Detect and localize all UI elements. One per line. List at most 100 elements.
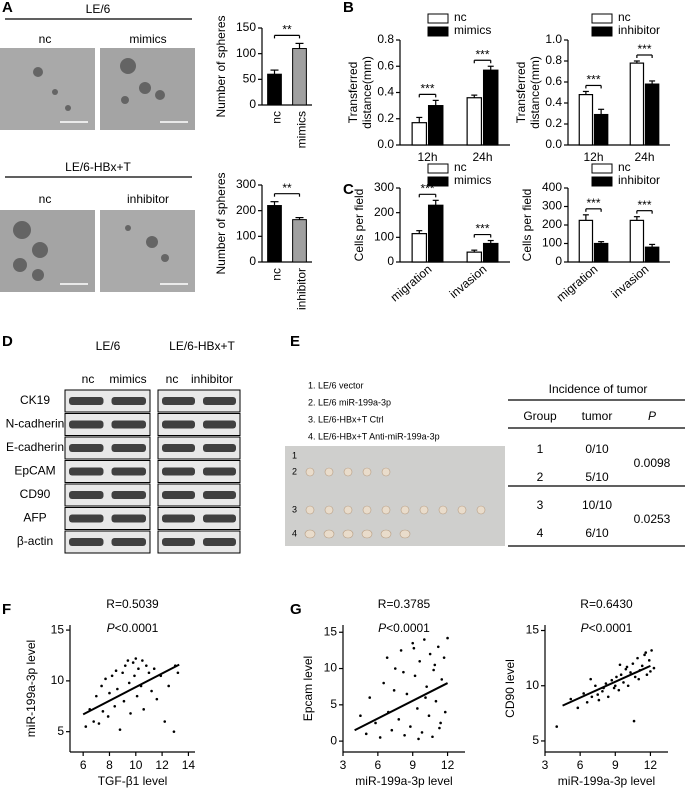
y-tick-label: 0.0	[377, 137, 394, 151]
y-axis-label: Number of spheres	[214, 15, 228, 117]
legend-label: mimics	[454, 23, 491, 37]
protein-label: β-actin	[17, 534, 53, 548]
point	[163, 720, 167, 723]
point	[619, 673, 623, 676]
point	[625, 665, 629, 669]
table-header: Group	[523, 409, 557, 423]
point	[129, 712, 132, 715]
point	[417, 737, 420, 741]
band	[203, 538, 236, 546]
blot-frame	[157, 507, 241, 530]
bar	[466, 251, 483, 263]
point	[409, 725, 412, 728]
group-legend: 2. LE/6 miR-199a-3p	[308, 397, 391, 407]
group-legend: 1. LE/6 vector	[308, 380, 364, 390]
protein-label: CD90	[20, 487, 51, 501]
x-tick-label: 12	[155, 758, 169, 772]
legend-swatch	[427, 163, 449, 174]
bar	[466, 97, 483, 146]
table-cell: 0.0098	[634, 456, 671, 470]
significance-label: ***	[475, 47, 489, 61]
blot-frame	[64, 460, 151, 483]
table-cell: 4	[537, 526, 544, 540]
point	[622, 681, 625, 684]
y-tick-label: 100	[542, 236, 562, 250]
point	[636, 656, 639, 660]
legend-swatch	[591, 163, 613, 174]
point	[172, 730, 176, 733]
significance-label: ***	[475, 222, 489, 236]
point	[615, 675, 618, 679]
point	[152, 667, 156, 670]
bar	[267, 205, 282, 263]
legend-swatch	[427, 13, 449, 24]
point	[412, 646, 416, 650]
x-tick-label: migration	[554, 262, 601, 304]
blot-group: LE/6	[96, 339, 121, 353]
band	[203, 397, 236, 405]
significance-label: ***	[586, 196, 600, 210]
point	[431, 735, 434, 739]
point	[97, 722, 101, 725]
table-cell: 6/10	[585, 526, 609, 540]
y-tick-label: 0	[330, 733, 337, 747]
point	[100, 684, 103, 688]
blot-frame	[64, 530, 151, 554]
point	[601, 689, 604, 693]
significance-label: **	[282, 23, 292, 37]
point	[424, 696, 427, 699]
y-axis-label: distance(mm)	[360, 56, 374, 129]
point	[134, 657, 138, 660]
legend-swatch	[427, 26, 449, 37]
legend-swatch	[591, 26, 613, 37]
point	[438, 726, 441, 730]
band	[162, 491, 195, 499]
band	[203, 420, 236, 429]
bar	[292, 48, 307, 106]
bar	[292, 219, 307, 263]
point	[436, 645, 440, 649]
y-tick-label: 200	[542, 217, 562, 231]
annotation: R=0.5039	[106, 597, 159, 611]
y-axis-label: Transferred	[514, 62, 528, 124]
bar	[593, 113, 609, 146]
lane-label: inhibitor	[191, 372, 233, 386]
legend-label: nc	[454, 10, 467, 24]
tumor	[324, 505, 334, 515]
band	[162, 397, 195, 405]
point	[385, 656, 389, 659]
y-tick-label: 300	[542, 199, 562, 213]
panel-label: B	[343, 0, 354, 16]
point	[368, 696, 372, 699]
y-tick-label: 0.2	[545, 116, 562, 130]
bar	[578, 219, 594, 263]
point	[428, 652, 432, 656]
x-tick-label: 6	[80, 758, 87, 772]
blot-frame	[157, 413, 241, 436]
table-cell: 1	[537, 442, 544, 456]
y-tick-label: 150	[236, 20, 256, 34]
point	[631, 662, 635, 665]
x-tick-label: 12	[644, 758, 658, 772]
y-tick-label: 5	[330, 697, 337, 711]
table-header: P	[648, 409, 656, 423]
y-tick-label: 10	[51, 673, 65, 687]
bar	[482, 242, 499, 263]
x-axis-label: miR-199a-3p level	[558, 774, 655, 788]
protein-label: E-cadherin	[6, 440, 64, 454]
point	[392, 689, 396, 692]
y-tick-label: 0	[249, 254, 256, 268]
x-tick-label: 6	[375, 758, 382, 772]
point	[590, 695, 594, 699]
tumors	[304, 467, 486, 539]
p-annotation: P<0.0001	[581, 621, 633, 635]
point	[645, 673, 649, 676]
legend-label: nc	[618, 160, 631, 174]
bar	[629, 219, 645, 263]
blot-frame	[64, 507, 151, 530]
tumor	[399, 529, 411, 539]
point	[617, 688, 621, 692]
x-tick-label: 9	[612, 758, 619, 772]
blot-frame	[64, 413, 151, 436]
point	[644, 651, 648, 654]
